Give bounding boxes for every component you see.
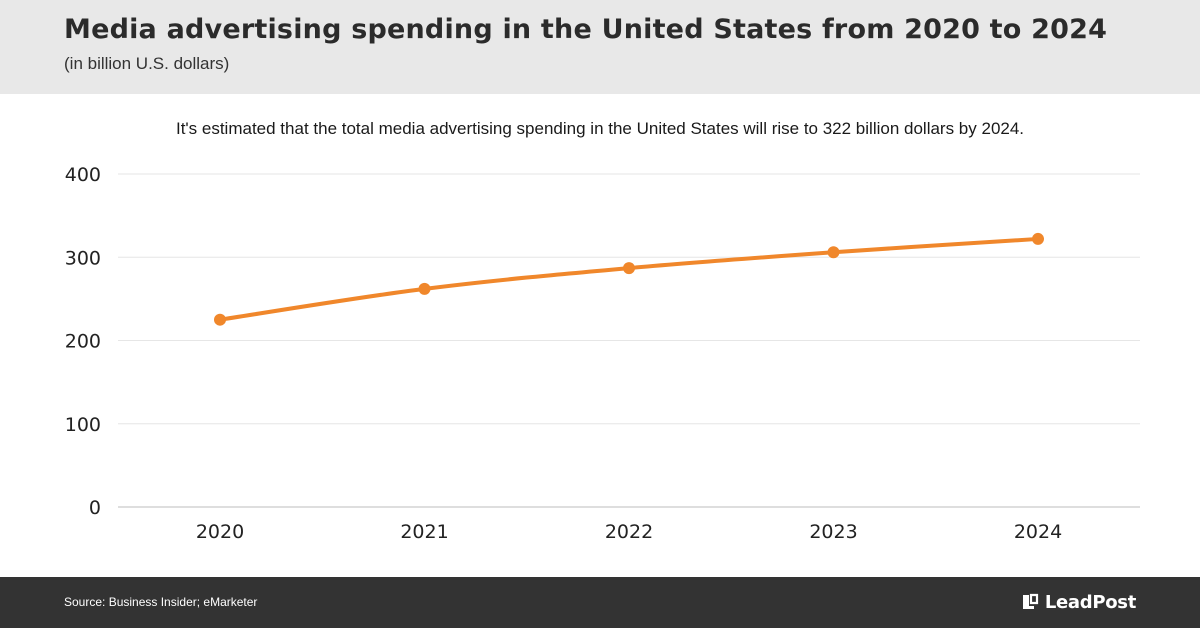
data-point xyxy=(623,262,635,275)
y-tick-label: 400 xyxy=(65,164,101,186)
brand-logo: LeadPost xyxy=(1021,589,1136,615)
data-point xyxy=(827,246,840,259)
data-point xyxy=(1032,232,1044,245)
leadpost-logo-icon xyxy=(1022,593,1038,609)
x-tick-label: 2022 xyxy=(605,521,653,543)
y-tick-label: 200 xyxy=(65,331,101,353)
data-point xyxy=(214,313,226,326)
y-tick-label: 300 xyxy=(65,247,101,269)
header-band: Media advertising spending in the United… xyxy=(0,0,1200,94)
chart-subtitle: (in billion U.S. dollars) xyxy=(64,54,230,73)
series-line xyxy=(218,236,1040,322)
y-tick-label: 0 xyxy=(89,497,101,519)
footer-band: Source: Business Insider; eMarketer Lead… xyxy=(0,577,1200,628)
x-tick-label: 2021 xyxy=(400,521,448,543)
y-tick-label: 100 xyxy=(65,414,101,436)
source-text: Source: Business Insider; eMarketer xyxy=(64,595,258,609)
chart-annotation: It's estimated that the total media adve… xyxy=(175,119,1025,138)
x-tick-label: 2023 xyxy=(809,521,857,543)
x-tick-label: 2024 xyxy=(1014,521,1062,543)
brand-name: LeadPost xyxy=(1044,591,1136,613)
x-tick-label: 2020 xyxy=(196,521,244,543)
data-point xyxy=(418,282,431,295)
chart-title: Media advertising spending in the United… xyxy=(64,14,1108,45)
